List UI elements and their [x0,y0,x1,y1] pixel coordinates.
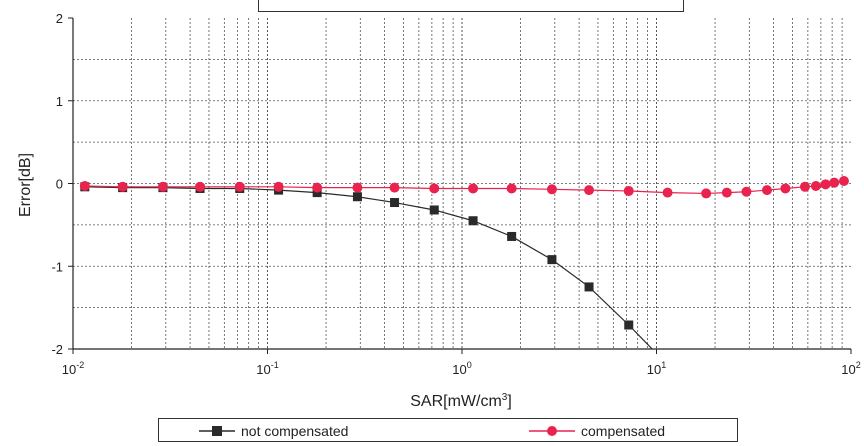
data-point-compensated [429,183,440,194]
y-tick-label: -2 [51,342,63,357]
y-tick-label: 1 [56,94,63,109]
data-point-compensated [352,182,363,193]
data-point-not-compensated [429,205,439,215]
data-point-compensated [157,181,168,192]
legend-label-compensated: compensated [581,423,666,439]
data-point-compensated [741,186,752,197]
data-point-compensated [799,181,810,192]
data-point-compensated [820,179,831,190]
data-point-compensated [721,187,732,198]
x-tick-label: 101 [647,360,666,377]
data-point-not-compensated [547,255,557,265]
data-point-compensated [623,185,634,196]
data-point-not-compensated [352,192,362,202]
series-lines [84,180,845,350]
y-axis-label: Error[dB] [17,153,34,217]
data-point-compensated [389,182,400,193]
data-point-compensated [701,188,712,199]
data-point-compensated [506,183,517,194]
data-point-not-compensated [390,198,400,208]
legend-item-not-compensated: not compensated [199,421,348,441]
series-line-not-compensated [84,186,653,350]
legend-label-not-compensated: not compensated [241,423,349,439]
data-point-compensated [662,187,673,198]
x-tick-label: 102 [841,360,860,377]
data-point-compensated [546,184,557,195]
data-point-compensated [829,177,840,188]
y-tick-label: -1 [51,259,63,274]
legend-item-compensated: compensated [529,421,665,441]
y-tick-label: 2 [56,11,63,26]
data-point-compensated [810,180,821,191]
legend-swatch-not-compensated [199,426,235,436]
x-tick-label: 10-2 [62,360,84,377]
data-point-compensated [273,181,284,192]
data-point-not-compensated [584,282,594,292]
data-point-compensated [117,181,128,192]
data-point-compensated [838,176,849,187]
data-point-compensated [468,183,479,194]
data-point-not-compensated [624,320,634,330]
data-point-compensated [762,185,773,196]
data-point-compensated [195,181,206,192]
data-point-compensated [234,181,245,192]
data-point-compensated [584,185,595,196]
data-point-compensated [312,182,323,193]
y-tick-label: 0 [56,177,63,192]
grid [73,18,851,349]
data-point-compensated [79,180,90,191]
legend: not compensated compensated [158,418,738,442]
data-point-compensated [780,183,791,194]
x-tick-label: 100 [452,360,471,377]
tick-labels: -2 -1 0 1 2 10-2 10-1 100 101 102 [51,11,860,377]
title-box [258,0,684,12]
data-point-not-compensated [507,231,517,241]
data-point-not-compensated [468,216,478,226]
x-tick-label: 10-1 [256,360,278,377]
axes [68,17,852,354]
series-markers [79,176,849,330]
legend-swatch-compensated [529,426,575,436]
x-axis-label: SAR[mW/cm3] [410,392,512,410]
